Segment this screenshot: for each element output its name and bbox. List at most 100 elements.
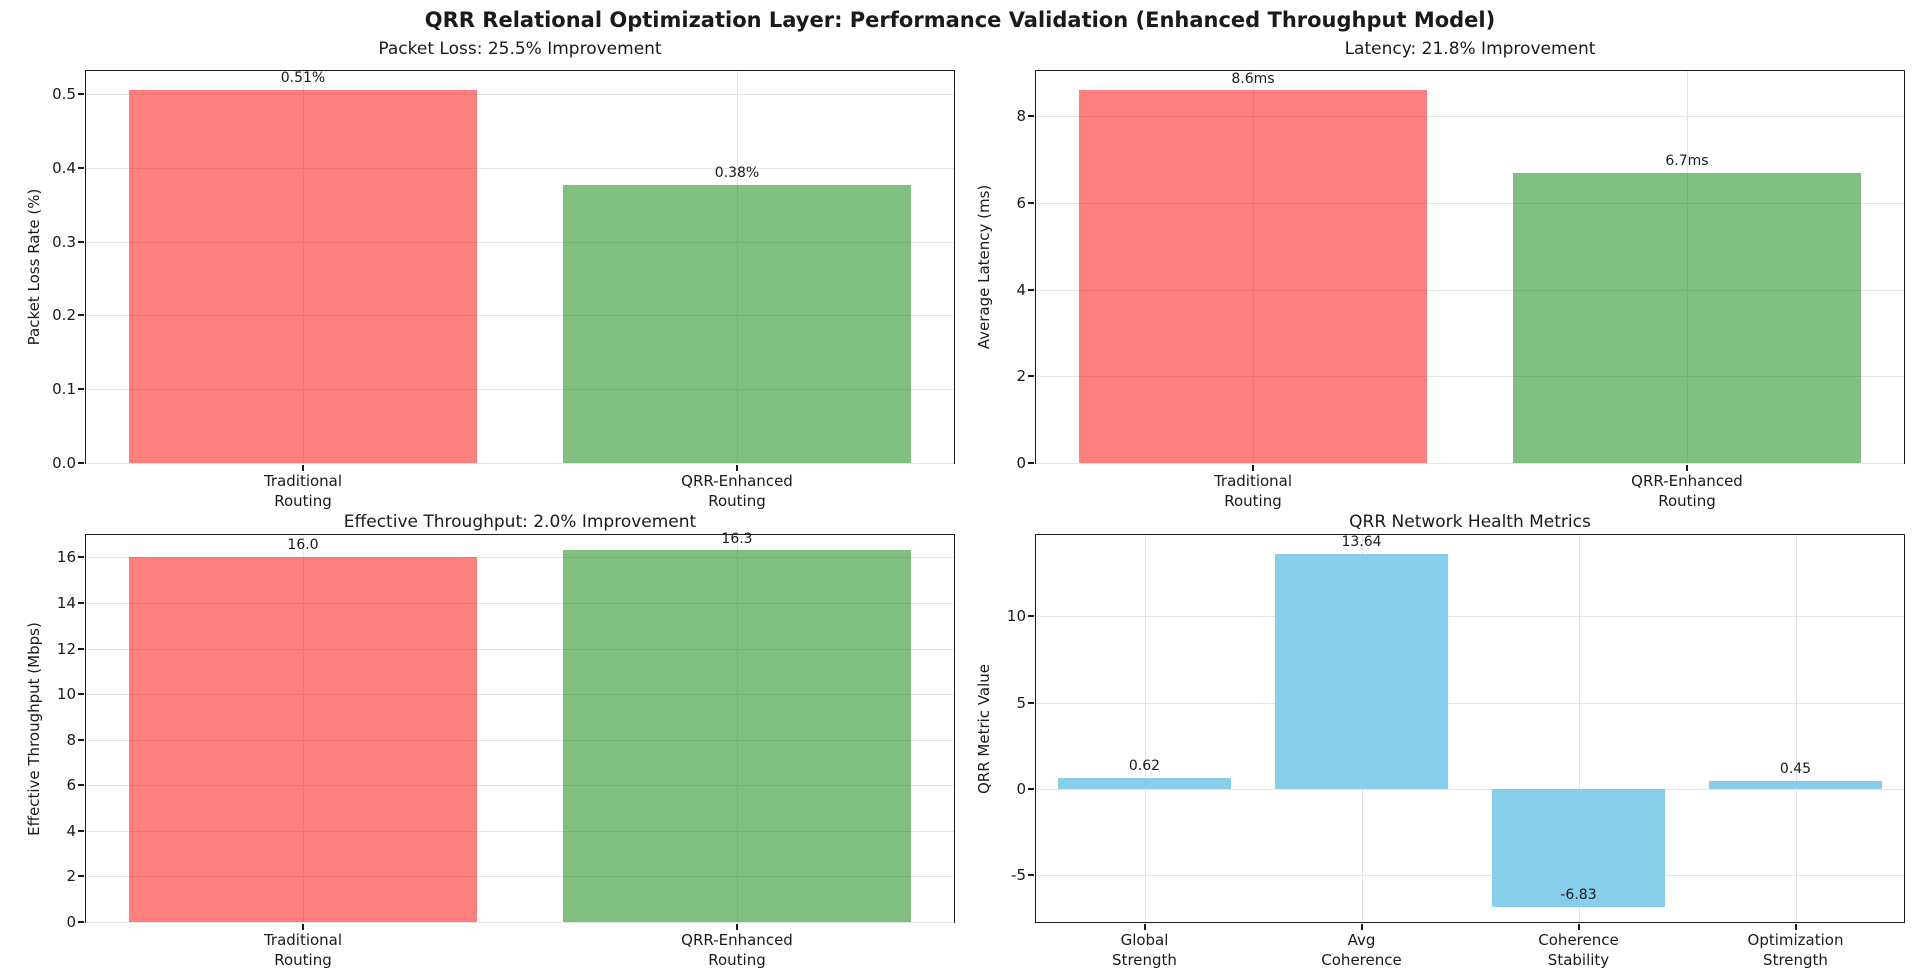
- y-gridline: [86, 315, 954, 317]
- y-tick-label: 0: [1016, 780, 1026, 799]
- y-tick-label: 8: [66, 730, 76, 749]
- y-gridline: [86, 167, 954, 169]
- bar-optimization-strength: [1708, 781, 1883, 790]
- bar-traditional-routing: [129, 90, 477, 463]
- y-tick-mark: [78, 875, 84, 878]
- y-gridline: [86, 602, 954, 604]
- figure-title: QRR Relational Optimization Layer: Perfo…: [424, 8, 1496, 32]
- y-gridline: [86, 463, 954, 464]
- health-metrics-y-axis-label: QRR Metric Value: [975, 663, 993, 794]
- latency-chart-title: Latency: 21.8% Improvement: [1344, 39, 1596, 59]
- latency-y-axis-label: Average Latency (ms): [975, 184, 993, 350]
- throughput-chart: Effective Throughput: 2.0% Improvement E…: [0, 487, 960, 975]
- x-tick-mark: [1143, 924, 1146, 930]
- y-gridline: [86, 876, 954, 878]
- y-tick-label: 8: [1016, 107, 1026, 126]
- latency-chart: Latency: 21.8% Improvement Average Laten…: [960, 0, 1920, 510]
- x-tick-mark: [1252, 465, 1254, 471]
- y-tick-label: 0: [66, 913, 76, 931]
- y-tick-mark: [78, 784, 84, 787]
- bar-traditional-routing: [129, 557, 477, 922]
- y-tick-mark: [1028, 701, 1034, 704]
- y-tick-label: 4: [66, 821, 76, 840]
- y-gridline: [86, 389, 954, 391]
- y-tick-mark: [78, 240, 84, 243]
- x-tick-label: Traditional Routing: [263, 931, 343, 969]
- y-gridline: [86, 922, 954, 923]
- y-gridline: [1036, 376, 1904, 378]
- x-tick-mark: [1577, 924, 1580, 930]
- y-tick-label: 0.0: [52, 454, 76, 472]
- bar-value-label: 16.3: [721, 530, 753, 547]
- y-tick-label: 0.3: [52, 232, 76, 251]
- bar-value-label: 6.7ms: [1665, 152, 1709, 169]
- x-tick-label: QRR-Enhanced Routing: [681, 472, 793, 510]
- bar-global-strength: [1057, 778, 1232, 790]
- y-gridline: [86, 557, 954, 559]
- y-tick-mark: [1028, 288, 1034, 291]
- x-tick-label: Optimization Strength: [1747, 931, 1844, 969]
- y-tick-label: 4: [1016, 280, 1026, 299]
- health-metrics-chart-title: QRR Network Health Metrics: [1349, 512, 1591, 532]
- bar-value-label: 0.62: [1128, 758, 1161, 775]
- y-gridline: [86, 648, 954, 650]
- bar-value-label: 0.51%: [280, 70, 326, 87]
- y-tick-mark: [78, 556, 84, 559]
- bar-qrr-enhanced-routing: [1513, 172, 1861, 463]
- y-gridline: [86, 830, 954, 832]
- y-tick-label: 6: [1016, 194, 1026, 213]
- bar-qrr-enhanced-routing: [563, 184, 911, 463]
- throughput-chart-title: Effective Throughput: 2.0% Improvement: [343, 512, 697, 532]
- bar-value-label: 8.6ms: [1231, 70, 1275, 87]
- y-tick-label: 14: [56, 593, 76, 612]
- y-gridline: [1036, 616, 1904, 618]
- bar-value-label: 16.0: [287, 537, 319, 554]
- y-gridline: [1036, 789, 1904, 791]
- y-tick-label: 6: [66, 776, 76, 795]
- x-tick-mark: [1794, 924, 1797, 930]
- y-tick-mark: [1028, 874, 1034, 877]
- y-tick-mark: [78, 388, 84, 391]
- health-metrics-chart: QRR Network Health Metrics QRR Metric Va…: [960, 487, 1920, 975]
- y-tick-mark: [1028, 788, 1034, 791]
- bar-value-label: -6.83: [1560, 886, 1597, 903]
- x-tick-mark: [736, 924, 738, 930]
- packet-loss-chart: Packet Loss: 25.5% Improvement Packet Lo…: [0, 0, 960, 510]
- packet-loss-y-axis-label: Packet Loss Rate (%): [25, 188, 43, 346]
- y-gridline: [1036, 702, 1904, 704]
- y-gridline: [1036, 203, 1904, 205]
- y-gridline: [1036, 116, 1904, 118]
- y-tick-mark: [1028, 375, 1034, 378]
- x-tick-label: QRR-Enhanced Routing: [681, 931, 793, 969]
- y-tick-label: 5: [1016, 693, 1026, 712]
- y-gridline: [86, 241, 954, 243]
- y-tick-mark: [78, 462, 84, 464]
- y-tick-label: 2: [1016, 367, 1026, 386]
- y-gridline: [86, 694, 954, 696]
- y-tick-label: 0.4: [52, 158, 76, 177]
- x-tick-mark: [1686, 465, 1688, 471]
- y-gridline: [1036, 289, 1904, 291]
- y-tick-label: 10: [56, 685, 76, 704]
- bar-value-label: 0.45: [1779, 761, 1812, 778]
- y-tick-mark: [1028, 615, 1034, 618]
- y-tick-mark: [78, 829, 84, 832]
- y-tick-mark: [78, 601, 84, 604]
- y-tick-label: 16: [56, 548, 76, 567]
- y-gridline: [1036, 875, 1904, 877]
- bar-value-label: 13.64: [1341, 533, 1382, 550]
- latency-plot-area: Latency: 21.8% Improvement Average Laten…: [975, 39, 1905, 510]
- y-tick-mark: [78, 314, 84, 317]
- throughput-plot-area: Effective Throughput: 2.0% Improvement E…: [25, 512, 955, 969]
- y-gridline: [86, 93, 954, 95]
- y-tick-mark: [1028, 115, 1034, 118]
- packet-loss-plot-area: Packet Loss: 25.5% Improvement Packet Lo…: [25, 39, 955, 510]
- bar-qrr-enhanced-routing: [563, 550, 911, 922]
- y-tick-mark: [78, 738, 84, 741]
- y-tick-mark: [78, 693, 84, 696]
- health-metrics-plot-area: QRR Network Health Metrics QRR Metric Va…: [975, 512, 1905, 969]
- y-tick-mark: [78, 166, 84, 169]
- y-tick-mark: [1028, 462, 1034, 464]
- x-tick-label: QRR-Enhanced Routing: [1631, 472, 1743, 510]
- x-tick-label: Coherence Stability: [1538, 931, 1619, 969]
